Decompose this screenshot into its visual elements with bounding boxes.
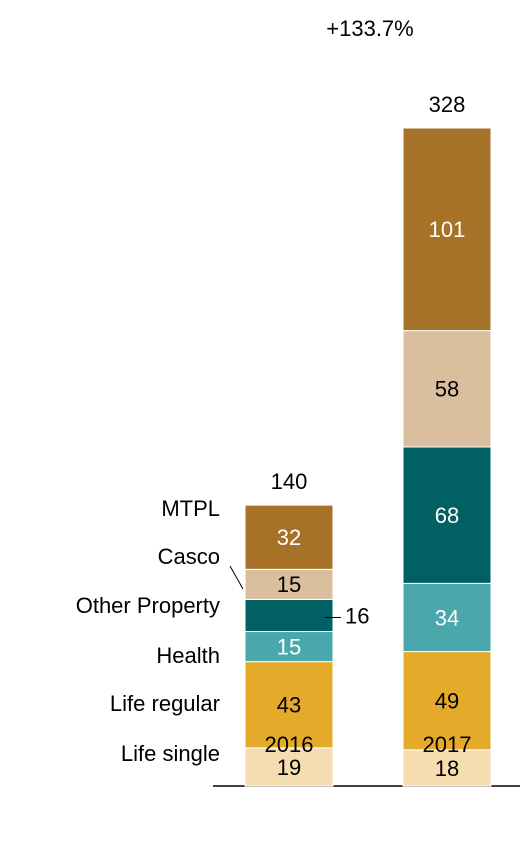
bar-segment: [244, 568, 334, 600]
x-tick-label: 2016: [265, 732, 314, 757]
value-label: 32: [277, 525, 301, 550]
value-label: 19: [277, 755, 301, 780]
total-label: 328: [429, 92, 466, 117]
bar-segment: [402, 749, 492, 787]
bar-segment: [402, 127, 492, 332]
bar-segment: [402, 446, 492, 584]
value-label: 68: [435, 503, 459, 528]
growth-annotation: +133.7%: [326, 16, 413, 41]
legend-label: Life regular: [110, 691, 220, 716]
value-label: 49: [435, 689, 459, 714]
bar-segment: [244, 504, 334, 570]
bar-segment: [402, 582, 492, 653]
legend-label: Casco: [158, 544, 220, 569]
value-label: 18: [435, 756, 459, 781]
leader-line: [229, 565, 244, 590]
bar-segment: [244, 747, 334, 787]
legend-label: Other Property: [76, 593, 220, 618]
value-label: 58: [435, 377, 459, 402]
x-tick-label: 2017: [423, 732, 472, 757]
value-label: 101: [429, 217, 466, 242]
total-label: 140: [271, 469, 308, 494]
value-label: 15: [277, 572, 301, 597]
value-label: 15: [277, 634, 301, 659]
value-label: 16: [345, 603, 369, 628]
legend-label: Health: [156, 643, 220, 668]
value-label: 34: [435, 605, 459, 630]
value-label: 43: [277, 693, 301, 718]
legend-label: Life single: [121, 741, 220, 766]
bar-segment: [244, 661, 334, 749]
bar-segment: [244, 598, 334, 633]
bar-segment: [402, 651, 492, 751]
legend-label: MTPL: [161, 496, 220, 521]
